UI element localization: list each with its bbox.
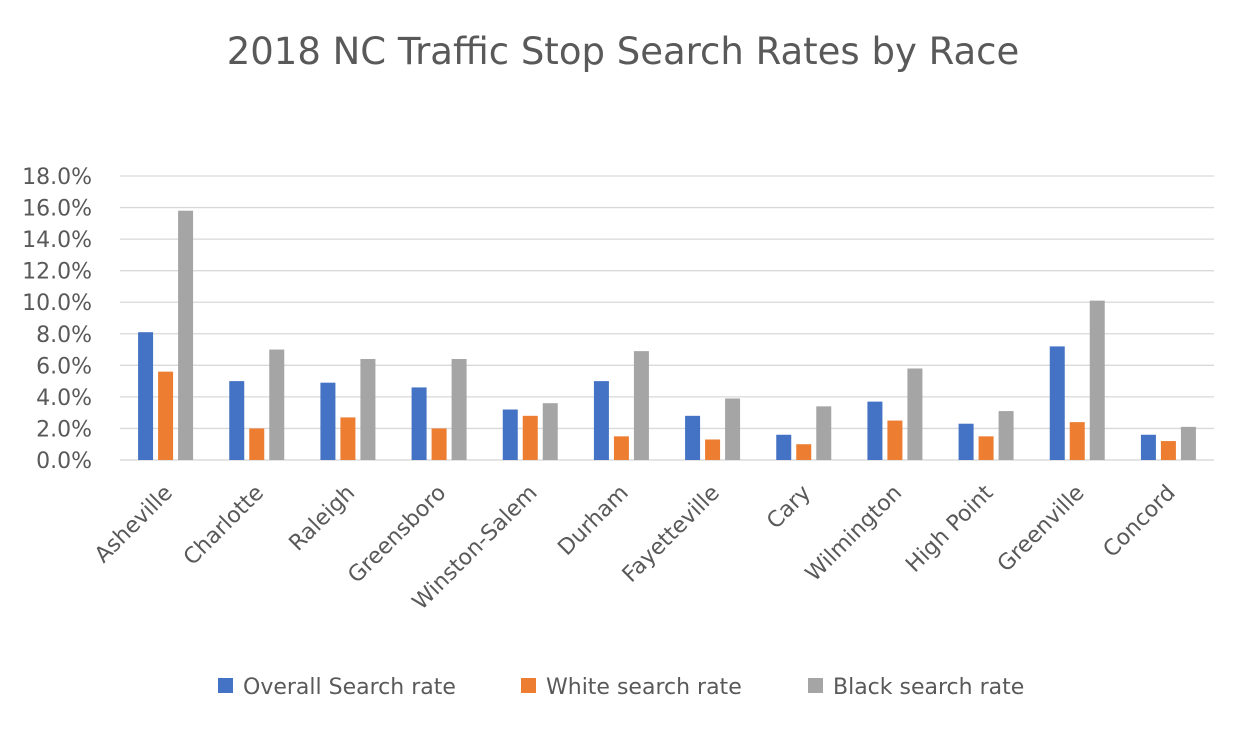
- bar-overall-search-rate: [229, 381, 245, 460]
- bar-white-search-rate: [249, 428, 265, 460]
- y-tick-label: 18.0%: [22, 165, 92, 190]
- bar-white-search-rate: [522, 415, 538, 460]
- legend-label: Overall Search rate: [243, 675, 456, 700]
- bar-overall-search-rate: [1049, 346, 1065, 460]
- bar-overall-search-rate: [138, 332, 154, 460]
- chart-title: 2018 NC Traffic Stop Search Rates by Rac…: [227, 30, 1020, 73]
- bar-black-search-rate: [725, 398, 741, 460]
- bar-black-search-rate: [360, 359, 376, 460]
- bar-white-search-rate: [340, 417, 356, 460]
- bar-white-search-rate: [796, 444, 812, 460]
- x-tick-label: Fayetteville: [618, 481, 725, 588]
- bar-overall-search-rate: [320, 382, 336, 460]
- y-tick-label: 14.0%: [22, 228, 92, 253]
- y-tick-label: 10.0%: [22, 291, 92, 316]
- bars: [138, 210, 1196, 460]
- x-tick-label: Raleigh: [285, 481, 361, 557]
- x-tick-label: Durham: [553, 481, 633, 561]
- y-tick-label: 8.0%: [36, 323, 92, 348]
- y-tick-label: 0.0%: [36, 449, 92, 474]
- bar-white-search-rate: [431, 428, 447, 460]
- bar-black-search-rate: [1180, 426, 1196, 460]
- y-tick-label: 2.0%: [36, 417, 92, 442]
- x-tick-label: Asheville: [90, 481, 178, 569]
- x-tick-label: Greenville: [993, 481, 1090, 578]
- bar-black-search-rate: [633, 351, 649, 460]
- bar-overall-search-rate: [776, 434, 792, 460]
- bar-overall-search-rate: [958, 423, 974, 460]
- x-tick-label: High Point: [901, 480, 998, 577]
- gridlines: [120, 175, 1214, 461]
- bar-black-search-rate: [998, 411, 1014, 460]
- bar-white-search-rate: [613, 436, 629, 460]
- bar-black-search-rate: [542, 403, 558, 460]
- legend-label: Black search rate: [833, 675, 1024, 700]
- y-axis-ticks: 0.0% 2.0% 4.0% 6.0% 8.0% 10.0% 12.0% 14.0% 16.0%…: [22, 165, 92, 474]
- bar-white-search-rate: [887, 420, 903, 460]
- bar-overall-search-rate: [1140, 434, 1156, 460]
- bar-black-search-rate: [269, 349, 285, 460]
- legend-swatch: [808, 678, 823, 693]
- legend-swatch: [218, 678, 233, 693]
- bar-overall-search-rate: [593, 381, 609, 460]
- x-tick-label: Concord: [1099, 481, 1181, 563]
- bar-overall-search-rate: [502, 409, 518, 460]
- bar-black-search-rate: [907, 368, 923, 460]
- bar-black-search-rate: [816, 406, 832, 460]
- bar-black-search-rate: [451, 359, 467, 460]
- x-tick-label: Charlotte: [179, 481, 269, 571]
- x-axis-ticks: Asheville Charlotte RaleighGreensboroWinst…: [90, 480, 1180, 615]
- bar-black-search-rate: [1089, 300, 1105, 460]
- x-tick-label: Cary: [762, 481, 816, 535]
- y-tick-label: 6.0%: [36, 354, 92, 379]
- bar-white-search-rate: [1069, 422, 1085, 460]
- legend: Overall Search rate White search rate Blac…: [218, 675, 1024, 700]
- bar-black-search-rate: [178, 210, 194, 460]
- bar-overall-search-rate: [411, 387, 427, 460]
- y-tick-label: 12.0%: [22, 260, 92, 285]
- legend-swatch: [521, 678, 536, 693]
- bar-white-search-rate: [1160, 441, 1176, 460]
- bar-white-search-rate: [978, 436, 994, 460]
- bar-white-search-rate: [158, 371, 174, 460]
- legend-label: White search rate: [546, 675, 742, 700]
- y-tick-label: 16.0%: [22, 197, 92, 222]
- y-tick-label: 4.0%: [36, 386, 92, 411]
- bar-overall-search-rate: [867, 401, 883, 460]
- bar-overall-search-rate: [685, 415, 701, 460]
- x-tick-label: Wilmington: [801, 481, 907, 587]
- bar-white-search-rate: [705, 439, 721, 460]
